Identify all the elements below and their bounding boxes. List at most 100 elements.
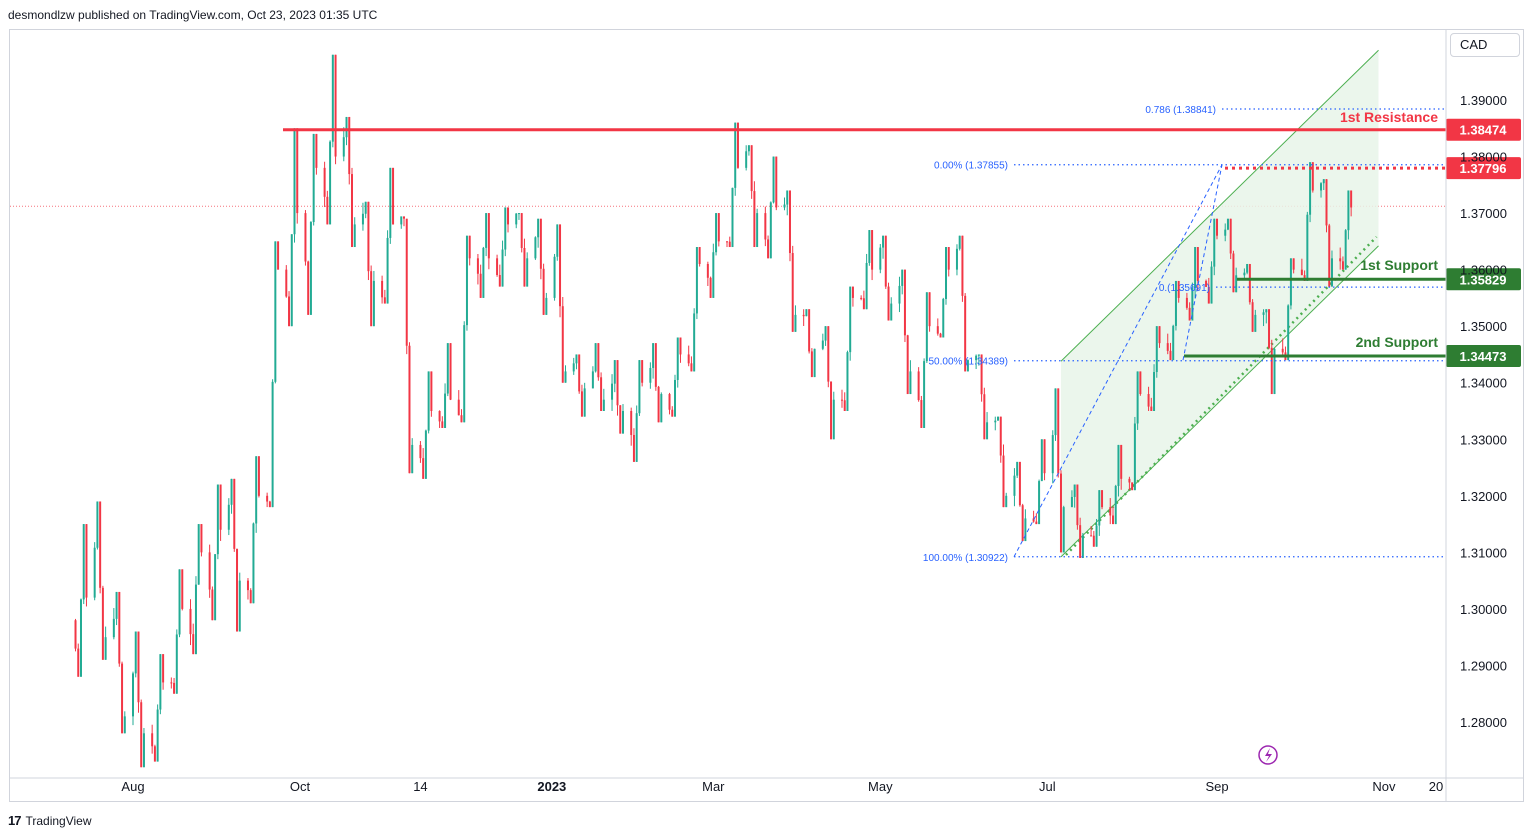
candle-body — [403, 216, 406, 219]
candle-body — [408, 345, 411, 474]
candle-body — [460, 415, 463, 423]
price-tick-label: 1.34000 — [1460, 376, 1507, 391]
levels: 1st Resistance 1.38474 1.37796 1st Support 1… — [283, 109, 1521, 367]
candle-body — [353, 224, 356, 248]
candle-body — [463, 325, 466, 423]
candle-body — [955, 248, 958, 270]
candle-body — [868, 230, 871, 263]
candle-body — [690, 363, 693, 372]
candle-body — [936, 326, 939, 334]
fib-swing-line-2[interactable] — [1182, 164, 1223, 361]
price-badge-text: 1.38474 — [1460, 123, 1508, 138]
tradingview-brand: TradingView — [25, 813, 92, 828]
candle-body — [238, 580, 241, 632]
channel-lower-line[interactable] — [1060, 245, 1379, 558]
candle-body — [252, 523, 255, 604]
candle-body — [575, 354, 578, 364]
candle-body — [602, 399, 605, 411]
candle-body — [671, 409, 674, 417]
candle-body — [1040, 439, 1043, 482]
tradingview-logo[interactable]: 17 TradingView — [8, 813, 92, 828]
candle-body — [1292, 258, 1295, 270]
support-label: 1st Support — [1360, 257, 1438, 273]
candle-body — [405, 218, 408, 346]
fib-level-label: 50.00% (1.34389) — [928, 357, 1008, 368]
channel-inner-trendline[interactable] — [1065, 235, 1378, 556]
candle-body — [1054, 388, 1057, 436]
candle-body — [942, 298, 945, 338]
candle-body — [1150, 406, 1153, 411]
candle-body — [118, 591, 121, 664]
candle-body — [444, 393, 447, 428]
candle-body — [1347, 190, 1350, 231]
candle-body — [909, 371, 912, 395]
candle-body — [1194, 247, 1197, 288]
candle-body — [372, 280, 375, 327]
resistance-label: 1st Resistance — [1340, 109, 1438, 125]
candle-body — [170, 682, 173, 684]
candle-body — [824, 326, 827, 341]
candle-body — [810, 351, 813, 378]
candle-body — [419, 444, 422, 459]
candle-body — [348, 116, 351, 175]
candle-body — [928, 292, 931, 327]
candle-body — [515, 213, 518, 225]
candle-body — [312, 133, 315, 223]
candle-body — [1062, 507, 1065, 553]
candle-body — [600, 377, 603, 411]
candle-body — [1196, 247, 1199, 281]
fibonacci-retracement: 0.786 (1.38841) 0.00% (1.37855) 0.(1.35691… — [923, 105, 1444, 564]
candle-body — [966, 360, 969, 372]
candle-body — [1005, 495, 1008, 508]
candle-body — [1092, 535, 1095, 547]
candle-body — [487, 213, 490, 259]
price-badge-text: 1.34473 — [1460, 349, 1507, 364]
candle-body — [1270, 347, 1273, 395]
candle-body — [1147, 394, 1150, 407]
support-label: 2nd Support — [1356, 334, 1439, 350]
candle-body — [553, 256, 556, 298]
candle-body — [424, 430, 427, 479]
candle-body — [884, 235, 887, 287]
candle-body — [783, 204, 786, 208]
candle-body — [211, 589, 214, 621]
currency-selector[interactable]: CAD — [1450, 33, 1520, 57]
candle-body — [745, 151, 748, 168]
candle-body — [430, 371, 433, 411]
candle-body — [832, 399, 835, 440]
candle-body — [192, 634, 195, 655]
candle-body — [523, 247, 526, 287]
time-tick-label: 14 — [413, 779, 427, 794]
candle-body — [849, 286, 852, 353]
price-tick-label: 1.39000 — [1460, 93, 1507, 108]
candle-body — [1246, 263, 1249, 273]
candle-body — [887, 286, 890, 321]
fib-swing-line[interactable] — [1013, 164, 1223, 558]
fib-level-label: 100.00% (1.30922) — [923, 553, 1008, 564]
channel-upper-line[interactable] — [1060, 49, 1379, 362]
candle-body — [485, 213, 488, 248]
candle-body — [964, 295, 967, 372]
price-tick-label: 1.28000 — [1460, 715, 1507, 730]
time-tick-label: Aug — [121, 779, 144, 794]
candle-body — [162, 654, 165, 683]
candle-body — [539, 218, 542, 269]
candle-body — [227, 504, 230, 530]
candle-body — [1057, 388, 1060, 474]
candle-body — [82, 524, 85, 600]
candle-body — [775, 156, 778, 208]
lightning-icon[interactable] — [1258, 745, 1278, 765]
candle-body — [712, 252, 715, 298]
candle-body — [983, 394, 986, 440]
candle-body — [1224, 229, 1227, 236]
time-axis: Aug Oct 14 2023 Mar May Jul Sep Nov 20 — [10, 777, 1523, 794]
candle-body — [236, 548, 239, 632]
candle-body — [194, 584, 197, 655]
candle-body — [1344, 230, 1347, 270]
candle-body — [411, 444, 414, 474]
candle-body — [230, 478, 233, 505]
candle-body — [630, 411, 633, 435]
price-tick-label: 1.33000 — [1460, 432, 1507, 447]
candle-body — [134, 631, 137, 674]
